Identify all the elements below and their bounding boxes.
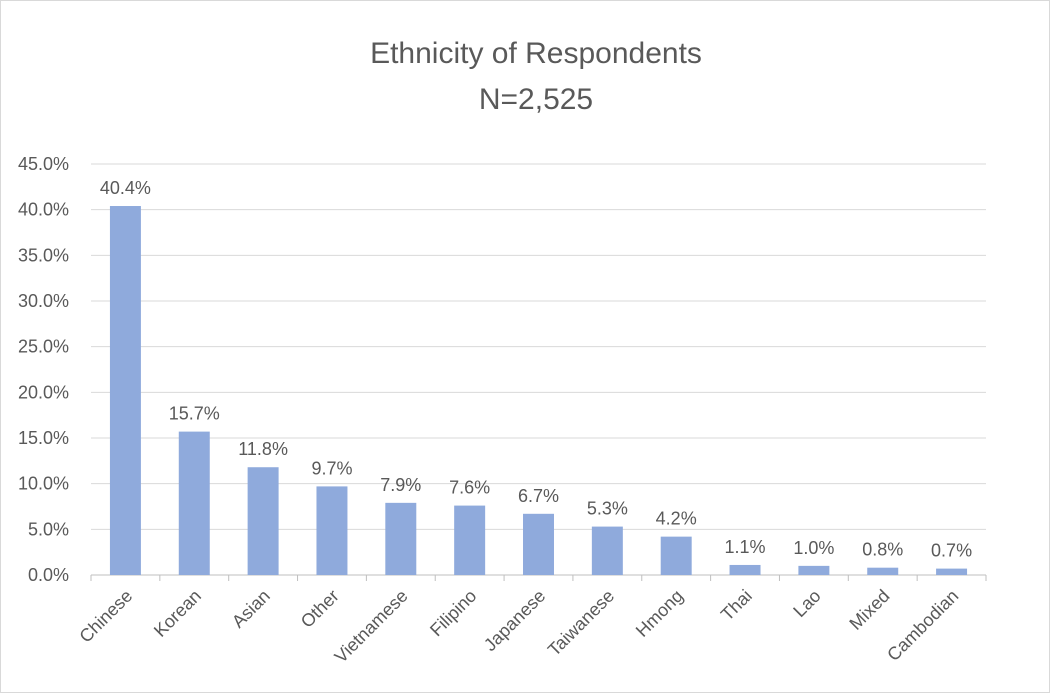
category-label: Korean [150,586,205,641]
gridlines [90,163,987,581]
data-label: 0.8% [862,540,903,560]
bar-lao [798,565,830,575]
chart-title: Ethnicity of Respondents [370,37,702,70]
data-label: 7.6% [449,478,490,498]
category-label: Chinese [75,586,136,647]
category-label: Other [297,586,343,632]
category-label: Vietnamese [331,586,412,667]
y-tick-label: 30.0% [18,291,69,311]
data-label: 5.3% [587,499,628,519]
chart-subtitle: N=2,525 [479,83,593,116]
y-tick-label: 15.0% [18,428,69,448]
data-label: 15.7% [169,404,220,424]
bar-cambodian [936,568,968,575]
bar-asian [247,467,279,575]
data-label: 1.1% [725,537,766,557]
data-label: 4.2% [656,509,697,529]
bar-vietnamese [385,502,417,575]
bar-mixed [867,567,899,575]
y-tick-label: 40.0% [18,200,69,220]
data-label: 7.9% [380,475,421,495]
y-tick-label: 20.0% [18,382,69,402]
category-label: Japanese [480,586,549,655]
bar-hmong [660,536,692,575]
y-tick-label: 10.0% [18,474,69,494]
bars [109,206,968,575]
y-tick-label: 25.0% [18,337,69,357]
data-label: 0.7% [931,541,972,561]
y-axis-ticks: 0.0% 5.0% 10.0% 15.0% 20.0% 25.0% 30.0% 35.0% 40… [18,154,69,585]
data-label: 11.8% [238,439,288,459]
data-label: 9.7% [311,458,352,478]
bar-taiwanese [591,526,623,575]
category-label: Asian [228,586,274,632]
category-label: Filipino [426,586,480,640]
bar-chinese [109,206,141,575]
bar-thai [729,564,761,575]
y-tick-label: 45.0% [18,154,69,174]
bar-korean [178,431,210,575]
category-label: Thai [717,586,756,625]
bar-japanese [523,513,554,575]
y-tick-label: 35.0% [18,245,69,265]
y-tick-label: 5.0% [28,519,69,539]
category-label: Hmong [632,586,687,641]
data-label: 1.0% [793,538,834,558]
category-label: Lao [789,586,824,621]
y-tick-label: 0.0% [28,565,69,585]
category-label: Mixed [845,586,893,634]
data-labels: 40.4% 15.7% 11.8% 9.7% 7.9% 7.6% 6.7% 5.3% 4.2% 1… [100,178,972,561]
data-label: 40.4% [100,178,151,198]
data-label: 6.7% [518,486,559,506]
bar-other [316,486,348,575]
category-label: Taiwanese [544,586,618,660]
bar-filipino [454,505,486,575]
category-label: Cambodian [883,586,962,665]
